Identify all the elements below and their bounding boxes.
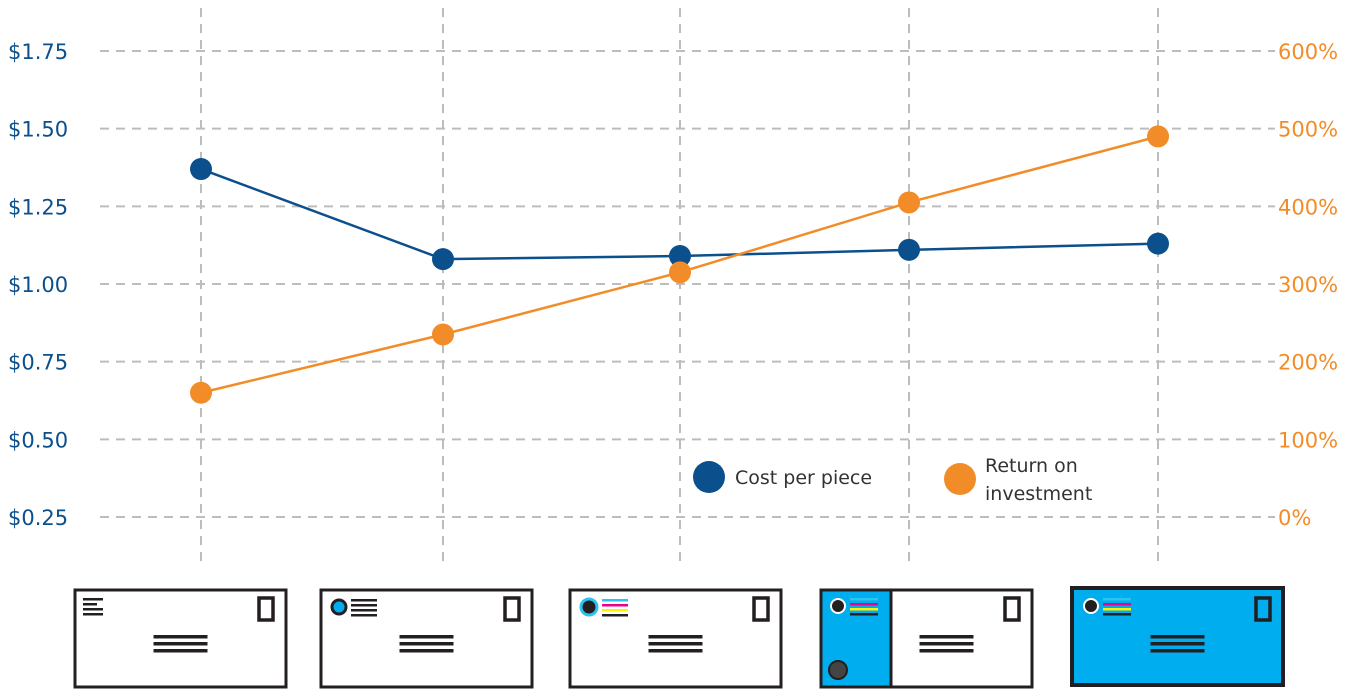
envelope-illustrations (73, 586, 1285, 689)
left-tick-label: $1.50 (8, 118, 68, 142)
legend-swatch-roi (944, 463, 976, 495)
legend: Cost per piece Return on investment (693, 455, 1092, 505)
right-tick-label: 600% (1278, 40, 1338, 64)
data-point-cost (432, 248, 454, 271)
envelope-5 (1070, 586, 1285, 687)
right-tick-label: 300% (1278, 273, 1338, 297)
series-points (190, 125, 1169, 404)
data-point-cost (898, 238, 920, 261)
right-axis-ticks: 600% 500% 400% 300% 200% 100% 0% (1278, 40, 1338, 530)
right-tick-label: 400% (1278, 195, 1338, 219)
horizontal-gridlines (100, 50, 1275, 518)
legend-label-roi: investment (985, 483, 1092, 505)
right-tick-label: 500% (1278, 118, 1338, 142)
left-tick-label: $1.75 (8, 40, 68, 64)
left-tick-label: $1.25 (8, 195, 68, 219)
legend-swatch-cost (693, 461, 725, 493)
left-tick-label: $0.75 (8, 351, 68, 375)
data-point-cost (1147, 232, 1169, 255)
data-point-roi (190, 381, 212, 404)
legend-label-cost: Cost per piece (735, 467, 872, 489)
right-tick-label: 0% (1278, 506, 1311, 530)
envelope-1 (73, 588, 288, 689)
right-tick-label: 200% (1278, 351, 1338, 375)
envelope-3 (568, 588, 783, 689)
data-point-cost (669, 245, 691, 268)
vertical-gridlines (200, 8, 1159, 568)
left-tick-label: $0.25 (8, 506, 68, 530)
left-tick-label: $1.00 (8, 273, 68, 297)
left-axis-ticks: $1.75 $1.50 $1.25 $1.00 $0.75 $0.50 $0.25 (8, 40, 68, 530)
envelope-4 (819, 588, 1034, 689)
data-point-roi (1147, 125, 1169, 148)
legend-label-roi: Return on (985, 455, 1078, 477)
envelope-2 (319, 588, 534, 689)
data-point-roi (432, 323, 454, 346)
data-point-roi (898, 191, 920, 214)
left-tick-label: $0.50 (8, 428, 68, 452)
right-tick-label: 100% (1278, 428, 1338, 452)
data-point-roi (669, 261, 691, 284)
data-point-cost (190, 158, 212, 181)
